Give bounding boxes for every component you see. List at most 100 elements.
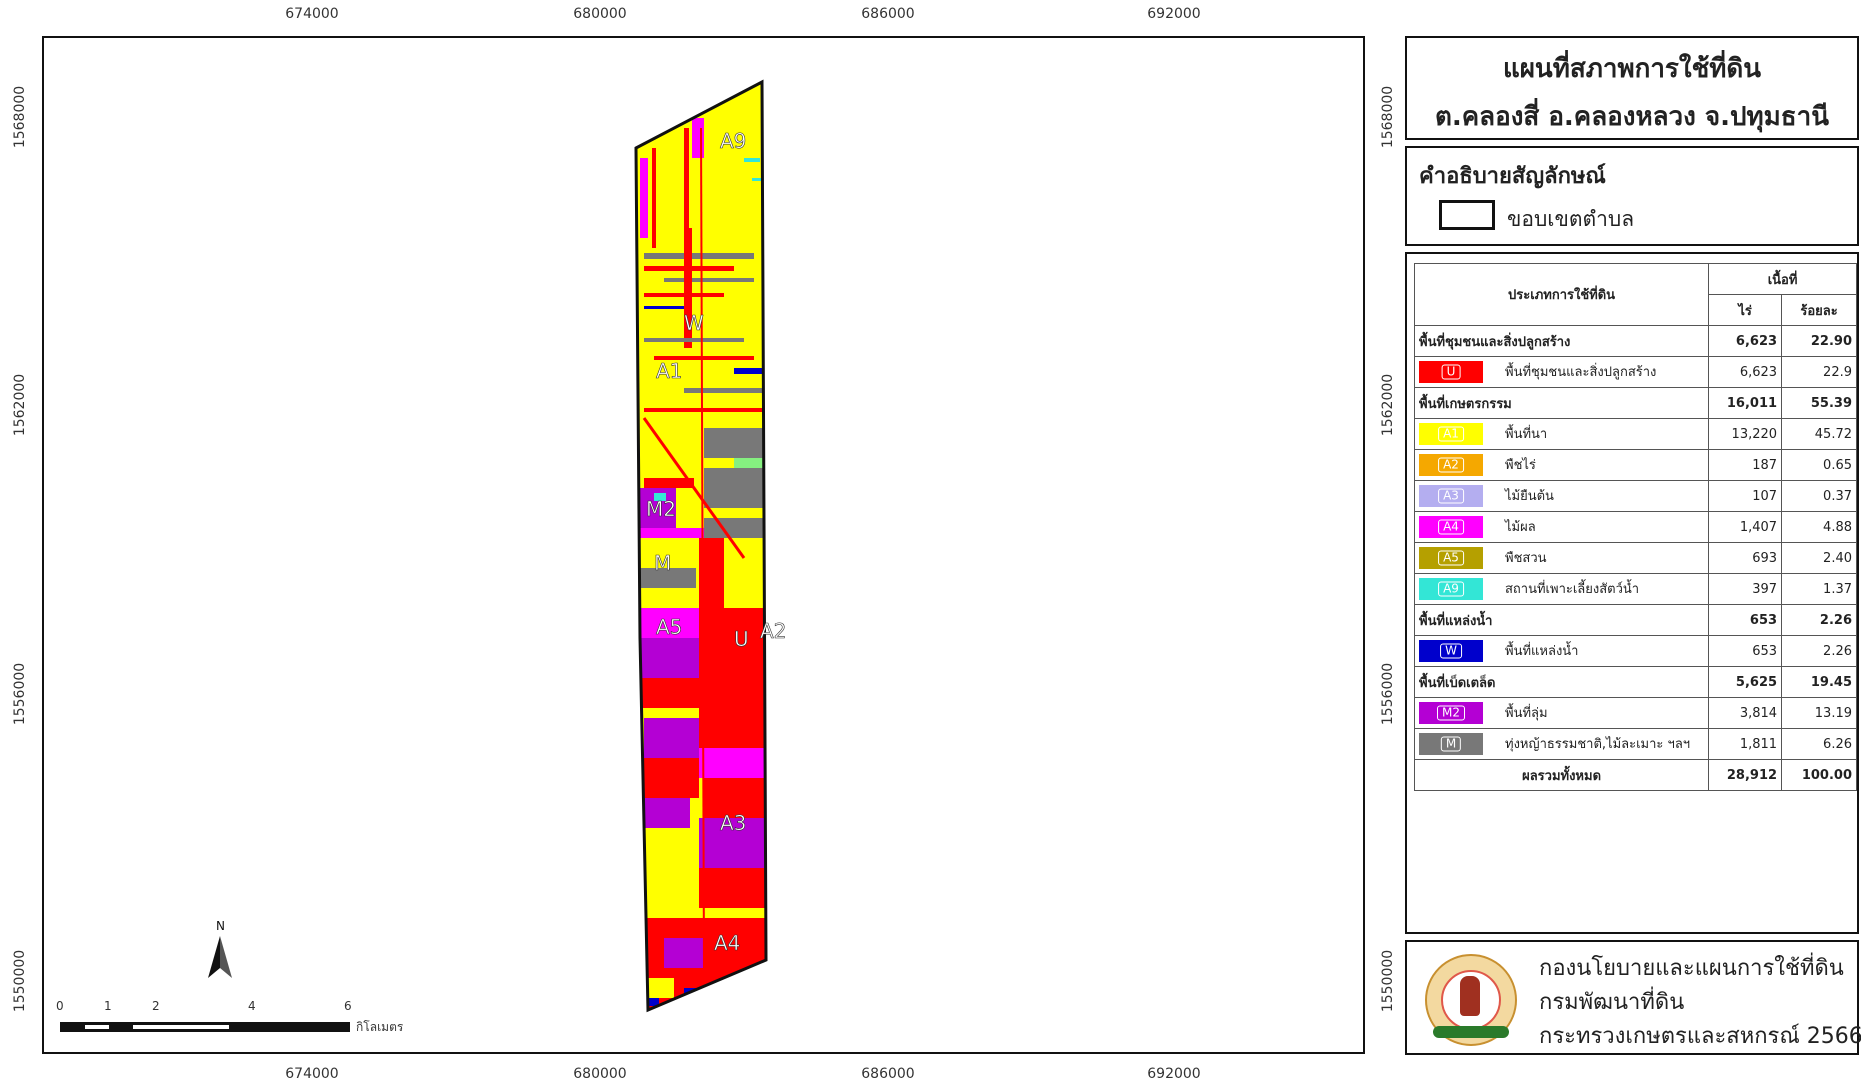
item-percent: 1.37 (1781, 573, 1857, 605)
header-type: ประเภทการใช้ที่ดิน (1413, 263, 1710, 326)
table-group-row: พื้นที่เบ็ดเตล็ด 5,625 19.45 (1413, 666, 1857, 698)
header-area: เนื้อที่ (1708, 263, 1857, 295)
legend-swatch: M2 (1419, 702, 1483, 725)
group-rai: 653 (1708, 604, 1783, 636)
scale-bar: 0 1 2 4 6 กิโลเมตร (56, 999, 404, 1034)
total-percent: 100.00 (1781, 759, 1857, 791)
map-title-box: แผนที่สภาพการใช้ที่ดิน ต.คลองสี่ อ.คลองห… (1405, 36, 1859, 140)
group-percent: 2.26 (1781, 604, 1857, 636)
coord-right-1: 1568000 (1380, 85, 1396, 149)
item-label: ทุ่งหญ้าธรรมชาติ,ไม้ละเมาะ ฯลฯ (1505, 736, 1691, 752)
group-percent: 22.90 (1781, 325, 1857, 357)
group-rai: 6,623 (1708, 325, 1783, 357)
table-group-row: พื้นที่เกษตรกรรม 16,011 55.39 (1413, 387, 1857, 419)
swatch-code: A3 (1438, 488, 1464, 504)
legend-swatch: A5 (1419, 547, 1483, 570)
swatch-code: W (1440, 643, 1462, 659)
item-label: สถานที่เพาะเลี้ยงสัตว์น้ำ (1505, 581, 1640, 597)
group-rai: 16,011 (1708, 387, 1783, 419)
map-label-a4: A4 (714, 931, 740, 955)
item-percent: 13.19 (1781, 697, 1857, 729)
scale-tick-4: 4 (248, 999, 256, 1013)
table-group-row: พื้นที่ชุมชนและสิ่งปลูกสร้าง 6,623 22.90 (1413, 325, 1857, 357)
map-frame: A9 W A1 M2 M A5 U A2 A3 A4 N 0 1 2 4 6 (42, 36, 1365, 1054)
map-label-u: U (734, 627, 749, 651)
swatch-code: A1 (1438, 426, 1464, 442)
scale-tick-0: 0 (56, 999, 64, 1013)
item-rai: 693 (1708, 542, 1783, 574)
table-row: A2 พืชไร่ 187 0.65 (1413, 449, 1857, 481)
total-rai: 28,912 (1708, 759, 1783, 791)
item-rai: 13,220 (1708, 418, 1783, 450)
table-row: A9 สถานที่เพาะเลี้ยงสัตว์น้ำ 397 1.37 (1413, 573, 1857, 605)
item-percent: 22.9 (1781, 356, 1857, 388)
item-cell: A5 พืชสวน (1413, 542, 1710, 574)
table-row: A1 พื้นที่นา 13,220 45.72 (1413, 418, 1857, 450)
item-percent: 2.26 (1781, 635, 1857, 667)
ldd-emblem-icon (1425, 954, 1517, 1046)
item-percent: 0.65 (1781, 449, 1857, 481)
legend-swatch: A9 (1419, 578, 1483, 601)
scale-unit: กิโลเมตร (356, 1020, 404, 1034)
coord-left-3: 1556000 (12, 662, 28, 726)
header-percent: ร้อยละ (1781, 294, 1857, 326)
group-percent: 55.39 (1781, 387, 1857, 419)
coord-left-2: 1562000 (12, 373, 28, 437)
north-label: N (216, 919, 225, 933)
item-label: พื้นที่ชุมชนและสิ่งปลูกสร้าง (1505, 364, 1657, 380)
coord-top-4: 692000 (1147, 6, 1201, 22)
item-percent: 6.26 (1781, 728, 1857, 760)
item-label: พืชไร่ (1505, 457, 1536, 473)
group-label: พื้นที่เกษตรกรรม (1413, 387, 1710, 419)
group-label: พื้นที่แหล่งน้ำ (1413, 604, 1710, 636)
swatch-code: A2 (1438, 457, 1464, 473)
group-percent: 19.45 (1781, 666, 1857, 698)
legend-swatch: A2 (1419, 454, 1483, 477)
coord-bottom-1: 674000 (285, 1066, 339, 1082)
item-label: พื้นที่ลุ่ม (1505, 705, 1548, 721)
group-rai: 5,625 (1708, 666, 1783, 698)
coord-left-4: 1550000 (12, 949, 28, 1013)
coord-bottom-4: 692000 (1147, 1066, 1201, 1082)
map-label-a3: A3 (720, 811, 746, 835)
table-total-row: ผลรวมทั้งหมด 28,912 100.00 (1413, 759, 1857, 791)
coord-right-4: 1550000 (1380, 949, 1396, 1013)
table-row: M2 พื้นที่ลุ่ม 3,814 13.19 (1413, 697, 1857, 729)
swatch-code: A9 (1438, 581, 1464, 597)
item-label: พื้นที่แหล่งน้ำ (1505, 643, 1579, 659)
legend-box: คำอธิบายสัญลักษณ์ ขอบเขตตำบล (1405, 146, 1859, 246)
item-cell: A3 ไม้ยืนต้น (1413, 480, 1710, 512)
item-cell: U พื้นที่ชุมชนและสิ่งปลูกสร้าง (1413, 356, 1710, 388)
map-label-a1: A1 (656, 359, 682, 383)
coord-top-2: 680000 (573, 6, 627, 22)
legend-swatch: W (1419, 640, 1483, 663)
coord-top-1: 674000 (285, 6, 339, 22)
item-cell: A4 ไม้ผล (1413, 511, 1710, 543)
land-use-map: A9 W A1 M2 M A5 U A2 A3 A4 N 0 1 2 4 6 (56, 79, 787, 1034)
coord-top-3: 686000 (861, 6, 915, 22)
item-label: ไม้ยืนต้น (1505, 488, 1554, 504)
header-rai: ไร่ (1708, 294, 1783, 326)
scale-tick-6: 6 (344, 999, 352, 1013)
item-cell: M ทุ่งหญ้าธรรมชาติ,ไม้ละเมาะ ฯลฯ (1413, 728, 1710, 760)
swatch-code: M2 (1437, 705, 1465, 721)
scale-tick-1: 1 (104, 999, 112, 1013)
organization-box: กองนโยบายและแผนการใช้ที่ดิน กรมพัฒนาที่ด… (1405, 940, 1861, 1055)
table-row: A3 ไม้ยืนต้น 107 0.37 (1413, 480, 1857, 512)
swatch-code: U (1441, 364, 1461, 380)
group-label: พื้นที่ชุมชนและสิ่งปลูกสร้าง (1413, 325, 1710, 357)
item-percent: 2.40 (1781, 542, 1857, 574)
item-rai: 107 (1708, 480, 1783, 512)
item-cell: W พื้นที่แหล่งน้ำ (1413, 635, 1710, 667)
item-percent: 4.88 (1781, 511, 1857, 543)
map-subtitle: ต.คลองสี่ อ.คลองหลวง จ.ปทุมธานี (1435, 102, 1829, 132)
org-department: กรมพัฒนาที่ดิน (1539, 990, 1685, 1015)
swatch-code: M (1440, 736, 1462, 752)
legend-swatch: A3 (1419, 485, 1483, 508)
map-label-a9: A9 (720, 129, 746, 153)
legend-swatch: M (1419, 733, 1483, 756)
org-division: กองนโยบายและแผนการใช้ที่ดิน (1539, 956, 1844, 981)
legend-title: คำอธิบายสัญลักษณ์ (1419, 164, 1606, 189)
legend-swatch: A1 (1419, 423, 1483, 446)
legend-swatch: U (1419, 361, 1483, 384)
